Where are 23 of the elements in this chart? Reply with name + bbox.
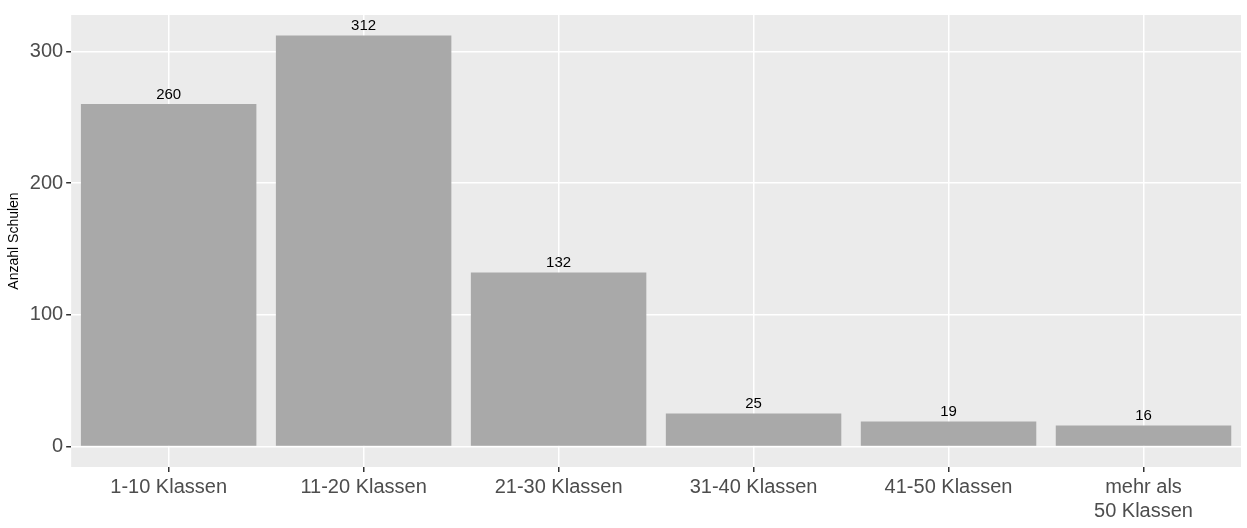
y-tick-label: 200 bbox=[29, 170, 64, 193]
y-axis-title: Anzahl Schulen bbox=[5, 192, 22, 290]
y-tick-label: 100 bbox=[29, 302, 64, 325]
data-label: 19 bbox=[940, 402, 957, 420]
data-label: 312 bbox=[351, 16, 377, 34]
x-tick-label: 31-40 Klassen bbox=[689, 474, 818, 497]
bar bbox=[470, 272, 647, 446]
x-tick-label: 41-50 Klassen bbox=[884, 474, 1013, 497]
x-tick-label: 1-10 Klassen bbox=[110, 474, 228, 497]
bar bbox=[665, 413, 842, 446]
bar bbox=[860, 421, 1037, 446]
bar bbox=[80, 104, 257, 446]
data-label: 260 bbox=[156, 84, 182, 102]
x-tick-label: 21-30 Klassen bbox=[494, 474, 623, 497]
x-tick-label: 11-20 Klassen bbox=[300, 474, 427, 497]
y-tick-label: 300 bbox=[29, 38, 64, 61]
bar bbox=[1055, 425, 1232, 446]
bar bbox=[275, 35, 452, 446]
y-tick-label: 0 bbox=[52, 433, 64, 456]
data-label: 16 bbox=[1135, 406, 1152, 424]
data-label: 132 bbox=[546, 253, 572, 271]
data-label: 25 bbox=[745, 394, 762, 412]
x-tick-label: mehr als 50 Klassen bbox=[1094, 474, 1193, 521]
